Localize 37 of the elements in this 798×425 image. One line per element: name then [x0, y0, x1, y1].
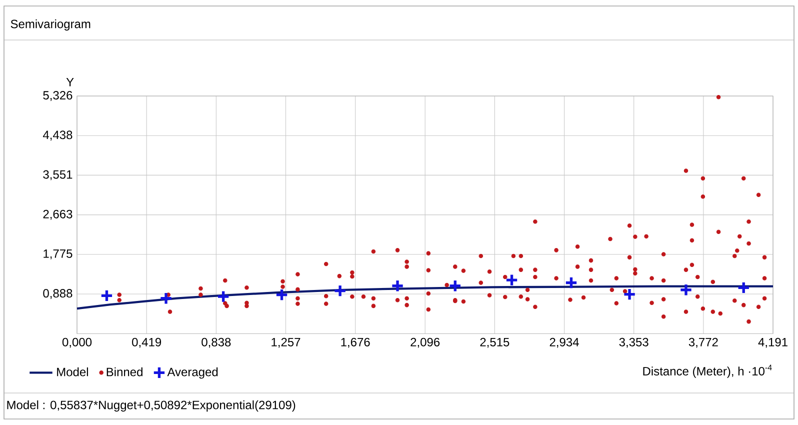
- point: [100, 289, 114, 302]
- line-series: [76, 285, 774, 310]
- point: [390, 279, 404, 293]
- x-tick-label: 3,772: [688, 338, 718, 348]
- legend-label: Binned: [106, 367, 142, 376]
- x-tick-label: 2,096: [410, 338, 440, 348]
- y-tick-label: 3,551: [43, 170, 72, 180]
- point: [275, 288, 288, 302]
- y-tick-label: 2,663: [43, 210, 72, 220]
- point: [564, 276, 578, 290]
- x-tick-label: 1,676: [341, 338, 370, 348]
- x-tick-label: 0,000: [62, 338, 92, 348]
- y-tick-label: 4,438: [42, 130, 72, 141]
- x-tick-label: 4,191: [758, 338, 788, 348]
- point: [333, 284, 347, 298]
- y-axis-title: Y: [66, 78, 74, 86]
- y-tick-label: 5,326: [43, 91, 72, 101]
- text: Model : 0,55837*Nugget+0,50892*Exponential(29109): [7, 400, 296, 412]
- x-tick-label: 0,419: [132, 338, 162, 348]
- point: [736, 280, 750, 294]
- x-tick-label: 2,934: [550, 338, 579, 348]
- point: [448, 279, 462, 293]
- legend-label: Averaged: [167, 367, 218, 379]
- point: [679, 283, 693, 297]
- x-tick-label: 1,257: [272, 338, 300, 348]
- x-axis-title: Distance (Meter), h ·10$^{-4}$: [643, 364, 772, 378]
- x-tick-label: 0,838: [202, 338, 231, 348]
- point: [216, 290, 230, 304]
- point: [159, 292, 173, 306]
- y-tick-label: 0,888: [43, 289, 72, 299]
- x-tick-label: 3,353: [619, 338, 648, 348]
- point: [505, 273, 518, 287]
- x-tick-label: 2,515: [480, 338, 510, 348]
- legend-label: Model: [57, 367, 88, 376]
- y-tick-label: 1,775: [44, 250, 72, 260]
- chart-title: Semivariogram: [10, 19, 90, 31]
- point: [622, 288, 636, 302]
